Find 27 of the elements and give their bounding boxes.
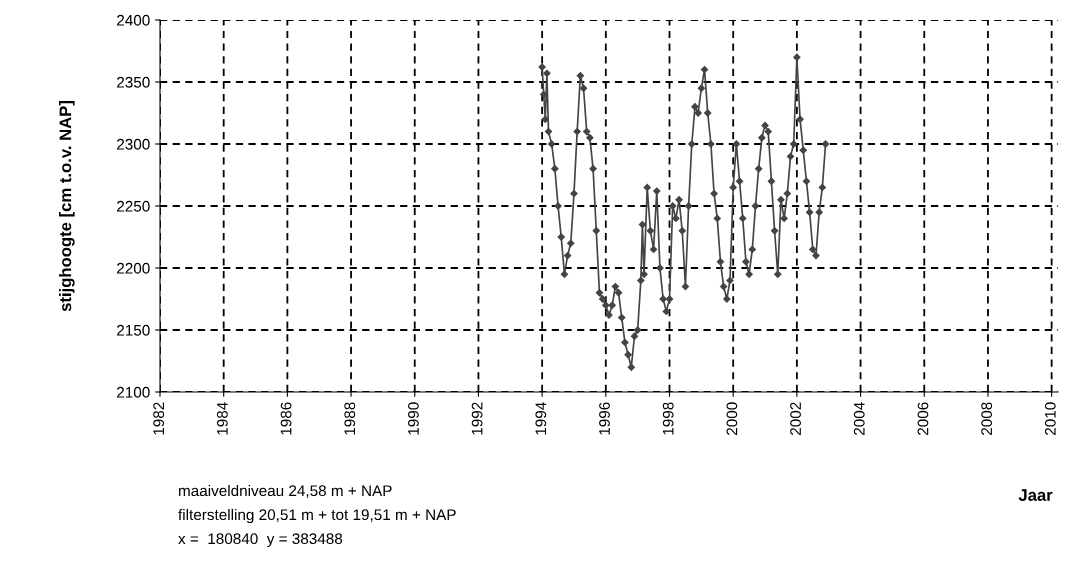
x-tick-label: 1988 (344, 402, 356, 435)
x-tick-label: 1982 (153, 402, 165, 435)
x-tick-label: 1986 (280, 402, 292, 435)
y-tick-label: 2350 (117, 76, 150, 88)
x-tick-label: 2010 (1044, 402, 1056, 435)
x-tick-label: 2004 (853, 402, 865, 435)
x-tick-label: 2002 (790, 402, 801, 435)
y-tick-label: 2300 (117, 138, 150, 150)
x-tick-label: 1996 (599, 402, 610, 435)
x-tick-label: 1990 (408, 402, 419, 435)
y-tick-label: 2200 (117, 262, 150, 274)
text: filterstelling 20,51 m + tot 19,51 m + NAP (178, 508, 456, 524)
x-tick-label: 1994 (535, 402, 547, 435)
text: maaiveldniveau 24,58 m + NAP (179, 484, 392, 498)
y-tick-label: 2250 (117, 200, 150, 212)
x-axis-title: Jaar (1018, 489, 1053, 501)
x-tick-label: 1992 (471, 402, 483, 435)
text: x = 180840 y = 383488 (178, 533, 343, 548)
y-tick-label: 2400 (117, 14, 150, 26)
x-tick-label: 1984 (216, 402, 228, 435)
x-tick-label: 2000 (726, 402, 738, 435)
y-tick-label: 2150 (117, 324, 150, 336)
x-tick-label: 2008 (981, 402, 993, 435)
x-tick-label: 2006 (917, 402, 929, 435)
x-tick-label: 1998 (662, 402, 674, 435)
y-axis-title: stijghoogte [cm t.o.v. NAP] (59, 101, 75, 312)
y-tick-label: 2100 (117, 386, 150, 398)
